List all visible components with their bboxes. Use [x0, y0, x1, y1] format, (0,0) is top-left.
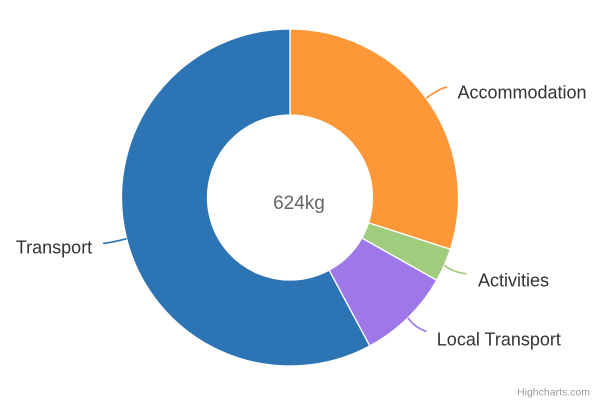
svg-text:Transport: Transport [16, 238, 92, 258]
svg-text:624kg: 624kg [273, 193, 325, 214]
svg-text:Activities: Activities [478, 271, 549, 291]
svg-text:Local Transport: Local Transport [437, 330, 561, 350]
svg-text:Accommodation: Accommodation [458, 83, 587, 103]
svg-text:Highcharts.com: Highcharts.com [517, 387, 590, 399]
